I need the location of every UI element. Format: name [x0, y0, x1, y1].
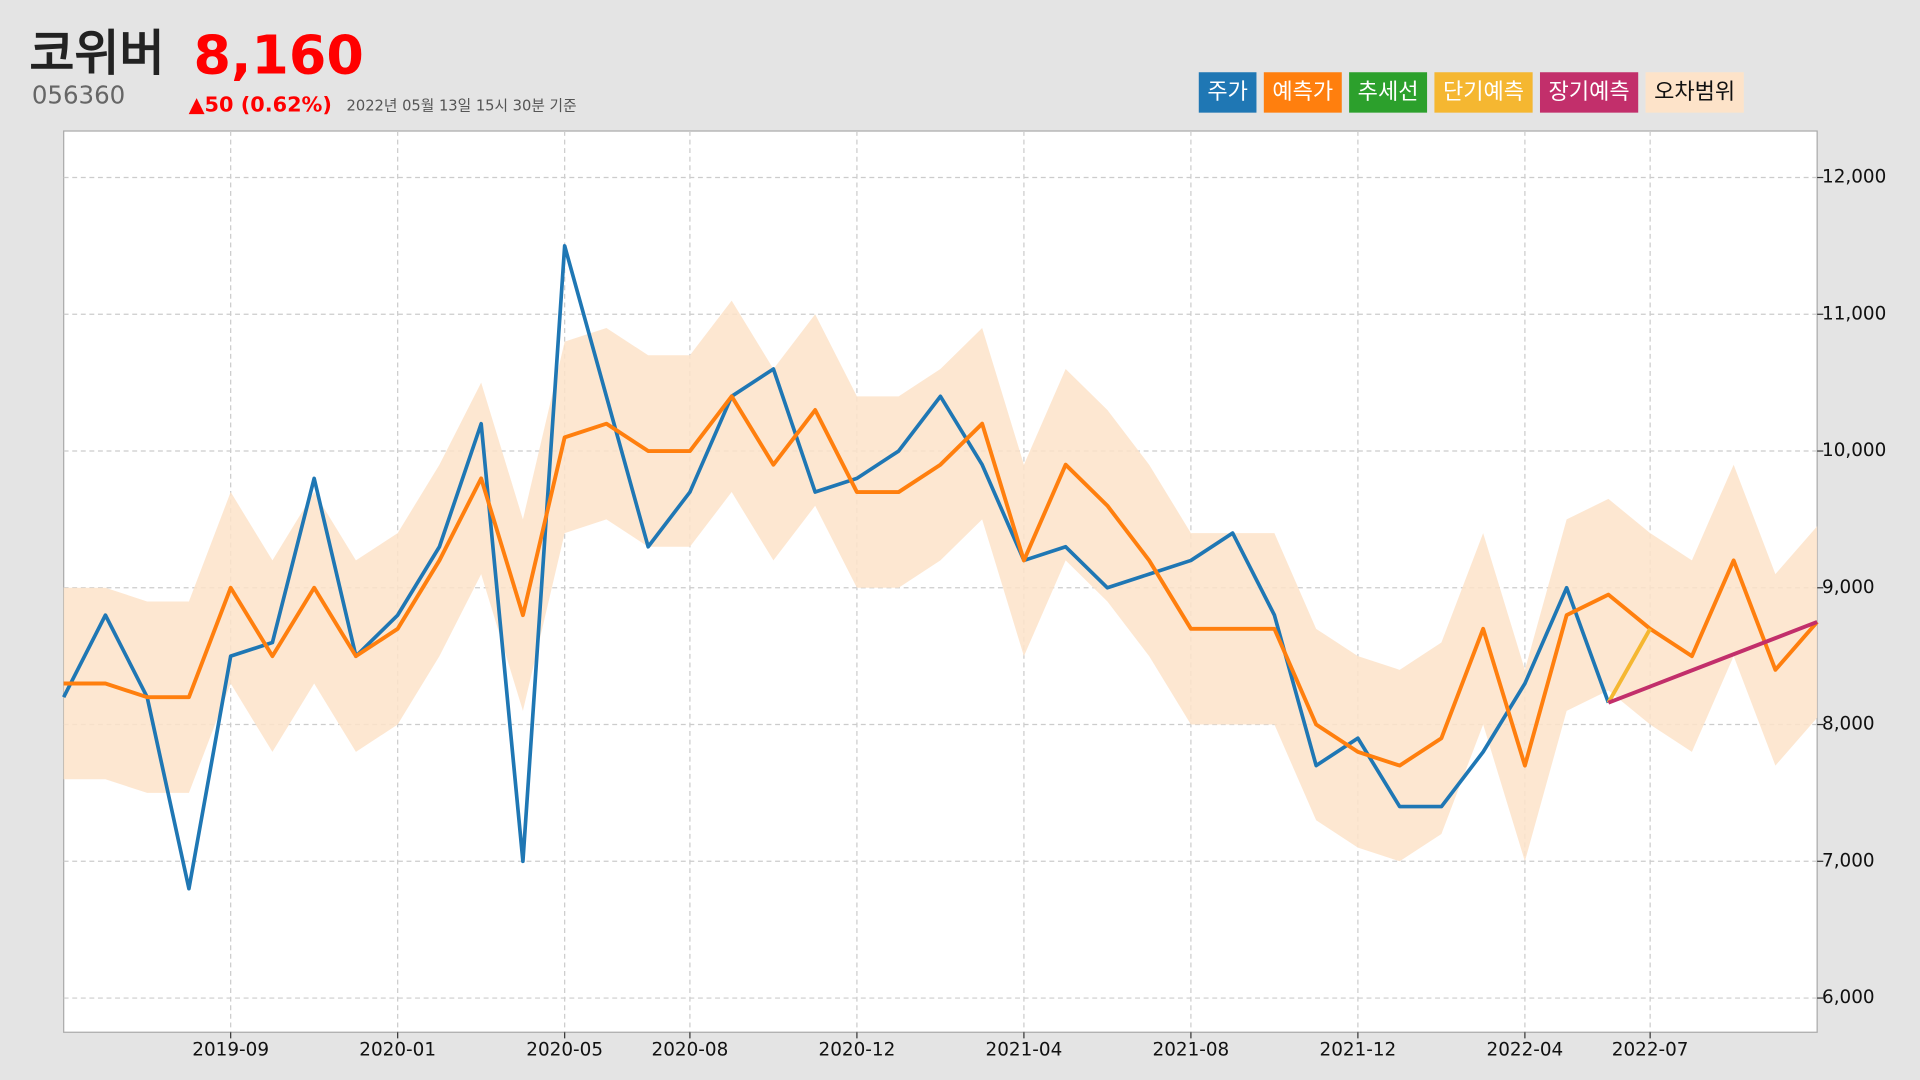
legend-label: 주가: [1207, 80, 1248, 105]
series-line: [1606, 627, 1652, 704]
timestamp: 2022년 05월 13일 15시 30분 기준: [347, 98, 577, 115]
series-line: [1607, 620, 1818, 705]
legend-label: 추세선: [1358, 80, 1419, 105]
legend: 주가 예측가 추세선 단기예측 장기예측 오차범위: [1198, 72, 1744, 113]
series-line: [62, 244, 1611, 891]
legend-swatch: [1539, 72, 1639, 113]
legend-swatch: [1198, 72, 1257, 113]
legend-swatch: [1645, 72, 1744, 113]
y-tick-label: 7,000: [1822, 850, 1875, 871]
x-tick-label: 2020-01: [359, 1040, 436, 1061]
x-tick-label: 2021-04: [986, 1040, 1063, 1061]
legend-label: 장기예측: [1549, 80, 1630, 105]
x-tick-label: 2022-04: [1487, 1040, 1564, 1061]
legend-swatch: [1434, 72, 1533, 113]
y-tick-label: 9,000: [1822, 577, 1875, 598]
legend-label: 예측가: [1272, 80, 1333, 105]
x-tick-label: 2021-12: [1320, 1040, 1397, 1061]
series-line: [63, 394, 1819, 768]
legend-label: 오차범위: [1654, 80, 1735, 105]
stock-price: 8,160: [193, 23, 363, 86]
y-tick-label: 11,000: [1822, 303, 1886, 324]
price-change: ▲50 (0.62%): [189, 92, 332, 116]
legend-label: 단기예측: [1443, 80, 1524, 105]
x-tick-label: 2021-08: [1153, 1040, 1230, 1061]
y-tick-label: 12,000: [1822, 167, 1886, 188]
x-tick-label: 2022-07: [1612, 1040, 1689, 1061]
y-tick-label: 10,000: [1822, 440, 1886, 461]
legend-swatch: [1349, 72, 1428, 113]
error-band: [63, 300, 1818, 862]
legend-swatch: [1263, 72, 1342, 113]
y-tick-label: 6,000: [1822, 987, 1875, 1008]
stock-code: 056360: [32, 81, 125, 110]
y-tick-label: 8,000: [1822, 714, 1875, 735]
x-tick-label: 2019-09: [192, 1040, 269, 1061]
stock-name: 코위버: [29, 25, 164, 82]
x-tick-label: 2020-08: [652, 1040, 729, 1061]
x-tick-label: 2020-12: [819, 1040, 896, 1061]
x-tick-label: 2020-05: [526, 1040, 603, 1061]
